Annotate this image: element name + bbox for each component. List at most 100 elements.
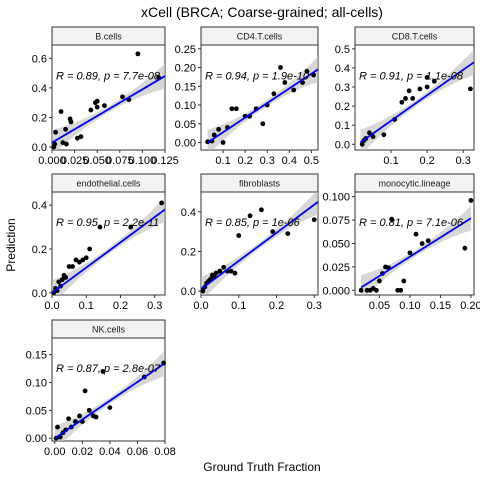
- x-tick-label: 0.1: [215, 155, 230, 167]
- data-point: [128, 224, 134, 230]
- x-tick-label: 0.06: [127, 446, 148, 458]
- panel-frame: [354, 44, 475, 151]
- y-tick-label: 0.1: [335, 120, 350, 132]
- x-tick-label: 0.1: [231, 300, 246, 312]
- data-point: [377, 278, 382, 284]
- x-tick-label: 0.15: [430, 300, 451, 312]
- y-tick-label: 0.05: [175, 119, 196, 131]
- x-tick-label: 0.3: [260, 155, 275, 167]
- y-tick-label: 0.3: [335, 82, 350, 94]
- data-point: [63, 275, 69, 280]
- data-point: [413, 231, 419, 237]
- y-tick-label: 0.15: [26, 350, 47, 362]
- y-tick-label: 0.0: [335, 139, 350, 151]
- correlation-annotation: R = 0.94, p = 1.9e-10: [205, 71, 310, 83]
- data-point: [247, 213, 253, 219]
- data-point: [53, 129, 59, 135]
- y-tick-label: 0.2: [32, 112, 47, 124]
- x-tick-label: 0.000: [38, 155, 66, 167]
- data-point: [66, 416, 71, 422]
- y-tick-label: 0.2: [335, 101, 350, 113]
- y-tick-label: 0.4: [32, 83, 47, 95]
- y-tick-label: 0.10: [26, 378, 47, 390]
- data-point: [403, 96, 408, 101]
- y-tick-label: 0.0: [32, 142, 47, 154]
- x-tick-label: 0.2: [113, 300, 128, 312]
- data-point: [102, 103, 107, 109]
- x-tick-label: 0.0: [193, 300, 208, 312]
- data-point: [77, 413, 82, 419]
- y-tick-label: 0.0: [181, 286, 196, 298]
- x-tick-label: 0.100: [129, 155, 157, 167]
- data-point: [389, 216, 395, 222]
- data-point: [97, 224, 103, 230]
- y-tick-label: 0.0: [32, 288, 47, 300]
- data-point: [200, 288, 206, 294]
- correlation-annotation: R = 0.89, p = 7.7e-08: [56, 71, 161, 83]
- data-point: [311, 217, 317, 223]
- data-point: [359, 141, 365, 147]
- data-point: [424, 75, 430, 80]
- x-tick-label: 0.1: [79, 300, 94, 312]
- y-tick-label: 0.2: [32, 244, 47, 256]
- correlation-annotation: R = 0.81, p = 7.1e-06: [359, 217, 464, 229]
- y-tick-label: 0.4: [32, 200, 47, 212]
- y-tick-label: 0.050: [322, 239, 350, 251]
- facet-panel: CD8.T.cells 0.1 0.2 0.3 0.0 0.1 0.2 0.3 0.4 0.5 R …: [335, 26, 475, 167]
- y-tick-label: 0.100: [322, 192, 350, 204]
- data-point: [467, 86, 473, 92]
- data-point: [410, 96, 416, 101]
- x-tick-label: 0.04: [99, 446, 120, 458]
- y-tick-label: 0.20: [175, 63, 196, 75]
- correlation-annotation: R = 0.87, p = 2.8e-07: [56, 363, 161, 375]
- y-tick-label: 0.000: [322, 285, 350, 297]
- regression-line: [54, 363, 165, 439]
- data-point: [417, 86, 423, 92]
- x-tick-label: 0.20: [460, 300, 480, 312]
- data-point: [278, 65, 283, 70]
- data-point: [367, 130, 372, 136]
- data-point: [358, 287, 364, 293]
- data-point: [52, 141, 58, 147]
- data-point: [217, 268, 223, 274]
- panel-frame: [51, 44, 166, 151]
- data-point: [93, 414, 99, 420]
- facet-strip-label: CD8.T.cells: [392, 32, 438, 42]
- x-tick-label: 0.05: [369, 300, 390, 312]
- data-point: [425, 238, 431, 244]
- data-point: [220, 140, 226, 145]
- facet-strip-label: endothelial.cells: [76, 179, 141, 189]
- x-tick-label: 0.1: [383, 155, 398, 167]
- data-point: [260, 121, 266, 127]
- data-point: [381, 132, 387, 138]
- data-point: [370, 134, 376, 140]
- data-point: [282, 80, 288, 85]
- data-point: [86, 407, 92, 413]
- regression-line: [201, 201, 318, 290]
- confidence-band: [207, 56, 318, 150]
- regression-line: [52, 75, 165, 144]
- x-tick-label: 0.00: [44, 446, 65, 458]
- data-point: [285, 231, 291, 236]
- y-tick-label: 0.025: [322, 262, 350, 274]
- data-point: [73, 257, 79, 263]
- confidence-band: [360, 49, 474, 150]
- y-tick-label: 0.075: [322, 215, 350, 227]
- data-point: [398, 287, 404, 293]
- regression-line: [52, 208, 165, 294]
- data-point: [159, 200, 164, 206]
- data-point: [216, 126, 222, 132]
- data-point: [424, 84, 430, 90]
- data-point: [258, 207, 264, 213]
- data-point: [94, 104, 100, 110]
- data-point: [66, 264, 72, 269]
- y-tick-label: 0.10: [175, 100, 196, 112]
- y-tick-label: 0.6: [32, 53, 47, 65]
- data-point: [431, 78, 437, 84]
- data-point: [468, 198, 474, 203]
- x-tick-label: 0.075: [106, 155, 134, 167]
- data-point: [419, 241, 425, 246]
- x-tick-label: 0.4: [282, 155, 297, 167]
- facet-panel: fibroblasts 0.0 0.1 0.2 0.3 0.0 0.2 0.4 R = 0.85…: [181, 173, 322, 312]
